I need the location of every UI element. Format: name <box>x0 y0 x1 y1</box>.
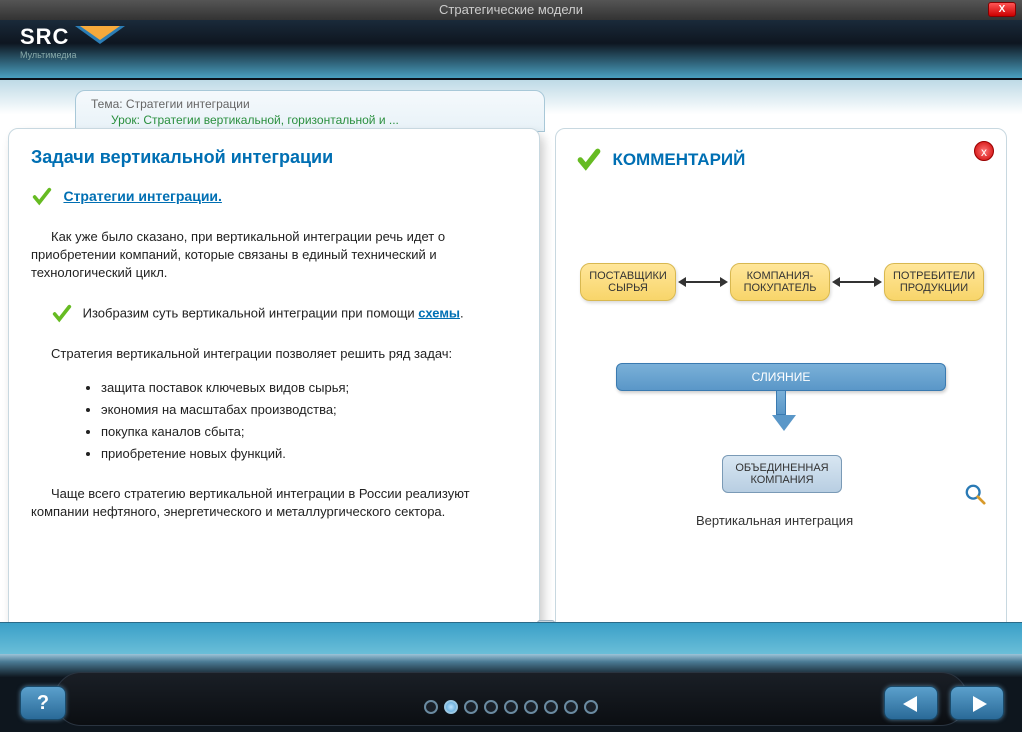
diagram-box-suppliers: ПОСТАВЩИКИ СЫРЬЯ <box>580 263 676 301</box>
content-panel: Задачи вертикальной интеграции Стратегии… <box>8 128 540 638</box>
help-button[interactable]: ? <box>20 686 66 720</box>
pager-dot[interactable] <box>484 700 498 714</box>
comment-close-button[interactable]: x <box>974 141 994 161</box>
content-title: Задачи вертикальной интеграции <box>31 147 517 168</box>
list-item: покупка каналов сбыта; <box>101 421 517 443</box>
bi-arrow-icon <box>684 281 722 283</box>
diagram: ПОСТАВЩИКИ СЫРЬЯ КОМПАНИЯ-ПОКУПАТЕЛЬ ПОТ… <box>576 203 986 623</box>
pager-dot[interactable] <box>464 700 478 714</box>
paragraph-1: Как уже было сказано, при вертикальной и… <box>31 228 517 283</box>
strategies-link[interactable]: Стратегии интеграции. <box>63 188 221 204</box>
window-close-button[interactable]: X <box>988 2 1016 17</box>
bi-arrow-icon <box>838 281 876 283</box>
list-item: экономия на масштабах производства; <box>101 399 517 421</box>
topic-tab: Тема: Стратегии интеграции Урок: Стратег… <box>75 90 545 132</box>
prev-button[interactable] <box>884 686 938 720</box>
paragraph-4: Чаще всего стратегию вертикальной интегр… <box>31 485 517 521</box>
theme-label: Тема: Стратегии интеграции <box>91 97 529 111</box>
pager-dot[interactable] <box>584 700 598 714</box>
logo-icon <box>75 26 125 44</box>
check-icon <box>31 186 53 208</box>
pager-dot[interactable] <box>524 700 538 714</box>
main-area: Тема: Стратегии интеграции Урок: Стратег… <box>0 80 1022 654</box>
pager-dot[interactable] <box>544 700 558 714</box>
window-title: Стратегические модели <box>439 2 583 17</box>
app-header: SRC Мультимедиа <box>0 20 1022 80</box>
zoom-icon[interactable] <box>964 483 986 510</box>
main-divider <box>0 622 1022 654</box>
pager-dot[interactable] <box>444 700 458 714</box>
result-box: ОБЪЕДИНЕННАЯ КОМПАНИЯ <box>722 455 842 493</box>
lesson-label: Урок: Стратегии вертикальной, горизонтал… <box>111 113 529 127</box>
brand-text: SRC <box>20 24 77 50</box>
check-icon <box>51 303 73 325</box>
logo: SRC Мультимедиа <box>20 24 77 60</box>
down-arrow-icon <box>772 391 790 431</box>
check-icon <box>576 147 602 173</box>
next-button[interactable] <box>950 686 1004 720</box>
pager-dot[interactable] <box>424 700 438 714</box>
comment-title: КОММЕНТАРИЙ <box>612 150 745 170</box>
pager-dot[interactable] <box>564 700 578 714</box>
diagram-box-company: КОМПАНИЯ-ПОКУПАТЕЛЬ <box>730 263 830 301</box>
list-item: приобретение новых функций. <box>101 443 517 465</box>
bottom-nav: ? <box>0 654 1022 732</box>
window-titlebar: Стратегические модели X <box>0 0 1022 20</box>
brand-subtitle: Мультимедиа <box>20 50 77 60</box>
pager <box>424 700 598 714</box>
paragraph-3: Стратегия вертикальной интеграции позвол… <box>31 345 517 363</box>
paragraph-2-post: . <box>460 305 464 320</box>
nav-track <box>54 672 968 726</box>
schema-link[interactable]: схемы <box>418 305 460 320</box>
diagram-box-consumers: ПОТРЕБИТЕЛИ ПРОДУКЦИИ <box>884 263 984 301</box>
paragraph-2-pre: Изобразим суть вертикальной интеграции п… <box>83 305 419 320</box>
merge-bar: СЛИЯНИЕ <box>616 363 946 391</box>
task-list: защита поставок ключевых видов сырья; эк… <box>101 377 517 465</box>
pager-dot[interactable] <box>504 700 518 714</box>
comment-panel: КОММЕНТАРИЙ x ПОСТАВЩИКИ СЫРЬЯ КОМПАНИЯ-… <box>555 128 1007 638</box>
diagram-caption: Вертикальная интеграция <box>696 513 853 528</box>
list-item: защита поставок ключевых видов сырья; <box>101 377 517 399</box>
